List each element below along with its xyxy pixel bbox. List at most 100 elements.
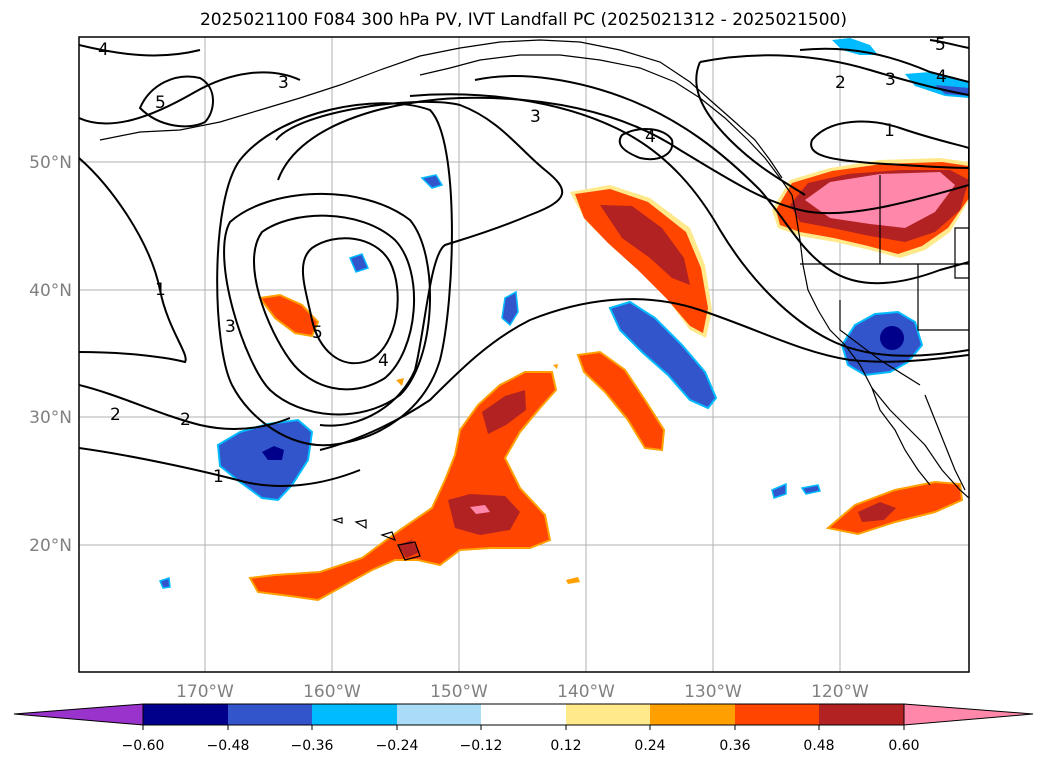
ivt-negative-region-alaska [832,38,878,55]
contour-label-1-coast: 1 [884,121,895,141]
negative-ivt-regions [158,38,969,589]
island-kauai [331,517,343,524]
state-border-3 [917,264,969,331]
contour-label-2-south: 2 [180,410,191,430]
lat-tick-labels: 50°N 40°N 30°N 20°N [29,153,72,556]
pv-contour-2-central [474,75,969,285]
pv-contour-2-northeast [699,54,969,96]
pv-contour-5-northwest [138,75,214,128]
lat-label-50n: 50°N [29,153,72,173]
coastline-mexico [924,394,966,491]
ivt-negative-speck-2 [348,253,370,273]
ivt-positive-region-hawaii-darkred-south [448,494,520,535]
coastlines [99,39,969,499]
lat-label-20n: 20°N [29,536,72,556]
coastline-baja [871,387,931,486]
contour-label-5-low: 5 [312,323,323,343]
contour-label-2-west: 2 [110,405,121,425]
hawaiian-islands [331,517,421,561]
ivt-positive-region-northeast-pacific-darkred [600,205,690,285]
contour-label-3-northeast: 3 [885,70,896,90]
coastline-us-west [791,194,969,499]
colorbar: −0.60 −0.48 −0.36 −0.24 −0.12 0.12 0.24 … [13,703,1034,754]
lon-tick-labels: 170°W 160°W 150°W 140°W 130°W 120°W [176,682,869,702]
lat-label-30n: 30°N [29,408,72,428]
ivt-negative-region-california-core [880,326,904,350]
ivt-negative-region-east-pacific [608,300,718,410]
ivt-positive-speck-1 [396,378,404,386]
pv-contour-4-central [618,128,674,160]
contour-label-3-west: 3 [225,317,236,337]
colorbar-ticks [142,725,905,730]
pv-contour-3-central [277,96,969,215]
pv-contour-2-south [79,384,291,431]
colorbar-segment-2 [228,704,312,725]
pv-contour-3-northeast [799,47,969,83]
colorbar-label-8: 0.36 [719,738,750,754]
state-border-2 [839,300,921,386]
pv-contour-1-south [79,447,361,487]
ivt-positive-region-hawaii-pink [470,505,490,514]
colorbar-label-2: −0.48 [207,738,250,754]
colorbar-segment-5 [481,704,566,725]
contour-labels: 4 5 3 1 3 2 2 1 5 4 3 4 2 3 4 5 1 [98,35,947,487]
colorbar-segment-9 [819,704,904,725]
contour-label-4-low: 4 [378,351,389,371]
ivt-negative-speck-3 [501,290,519,327]
lon-label-130w: 130°W [684,682,742,702]
colorbar-label-5: −0.12 [460,738,503,754]
pv-contour-5-northeast [929,39,969,49]
pv-contour-1-northeast-coast [695,61,806,196]
contour-label-4-northeast: 4 [936,67,947,87]
contour-label-5-northeast: 5 [935,35,946,55]
colorbar-segment-4 [397,704,481,725]
ivt-negative-speck-4 [771,482,787,499]
map-panel [79,37,969,672]
pv-contour-ring-1 [301,237,399,365]
pv-contour-ring-2 [253,214,415,391]
pv-contour-4-top [79,44,201,57]
lat-label-40n: 40°N [29,281,72,301]
colorbar-label-3: −0.36 [291,738,334,754]
contour-label-4-central: 4 [645,127,656,147]
colorbar-segment-7 [650,704,735,725]
ivt-positive-region-southeast-darkred [858,502,896,522]
lon-label-150w: 150°W [430,682,488,702]
colorbar-label-4: −0.24 [376,738,419,754]
colorbar-frame [142,703,905,726]
contour-label-1-south: 1 [213,467,224,487]
colorbar-label-7: 0.24 [634,738,665,754]
contour-label-4-top: 4 [98,40,109,60]
map-title: 2025021100 F084 300 hPa PV, IVT Landfall… [199,10,847,30]
pv-contour-1-west-coast [810,120,969,170]
colorbar-label-1: −0.60 [122,738,165,754]
coastline-alaska-south [419,54,793,196]
contour-label-3-central: 3 [530,107,541,127]
colorbar-segment-3 [312,704,397,725]
ivt-positive-region-central-pacific [576,350,666,452]
lon-label-120w: 120°W [811,682,869,702]
lon-label-170w: 170°W [176,682,234,702]
island-big [397,541,421,561]
lon-label-140w: 140°W [557,682,615,702]
ivt-positive-speck-3 [553,364,558,369]
state-border-4 [954,227,969,279]
island-maui [380,531,397,542]
pv-contour-0-central [319,298,969,451]
pv-contour-1-outer [79,157,187,364]
lon-label-160w: 160°W [303,682,361,702]
colorbar-segment-6 [566,704,650,725]
map-frame [78,36,970,673]
ivt-negative-speck-5 [800,484,821,495]
colorbar-label-6: 0.12 [550,738,581,754]
ivt-positive-region-hawaii-darkred-north [482,390,526,434]
ivt-positive-region-hawaii-plume [248,371,558,602]
pv-contour-3-north [79,71,301,125]
ivt-negative-speck-1 [420,174,444,189]
colorbar-segment-8 [735,704,819,725]
contour-label-2-northeast: 2 [835,73,846,93]
ivt-positive-speck-2 [566,577,580,584]
contour-label-1-west: 1 [155,280,166,300]
colorbar-extend-right [903,703,1034,726]
